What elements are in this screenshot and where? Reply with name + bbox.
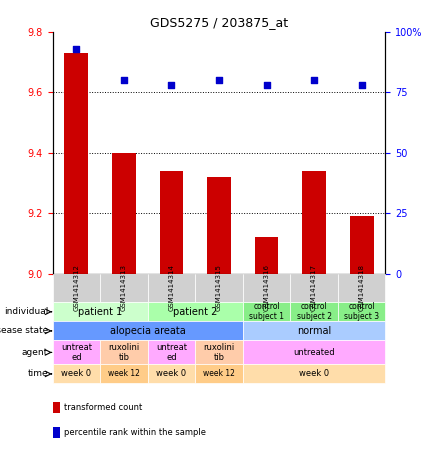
Text: time: time xyxy=(28,369,48,378)
Bar xyxy=(350,216,374,274)
Point xyxy=(168,81,175,88)
Point xyxy=(215,77,223,84)
Text: untreated: untreated xyxy=(293,348,335,357)
Text: control
subject 3: control subject 3 xyxy=(344,302,379,322)
Point xyxy=(311,77,318,84)
Bar xyxy=(207,177,231,274)
Point xyxy=(263,81,270,88)
Text: untreat
ed: untreat ed xyxy=(156,343,187,362)
Bar xyxy=(254,237,279,274)
Text: patient 2: patient 2 xyxy=(173,307,217,317)
Text: untreat
ed: untreat ed xyxy=(61,343,92,362)
Text: GSM1414314: GSM1414314 xyxy=(169,265,174,311)
Text: GSM1414313: GSM1414313 xyxy=(121,265,127,311)
Text: normal: normal xyxy=(297,326,331,336)
Point xyxy=(73,45,80,52)
Text: control
subject 1: control subject 1 xyxy=(249,302,284,322)
Text: individual: individual xyxy=(4,307,48,316)
Text: disease state: disease state xyxy=(0,327,48,335)
Bar xyxy=(64,53,88,274)
Text: GSM1414318: GSM1414318 xyxy=(359,265,365,311)
Title: GDS5275 / 203875_at: GDS5275 / 203875_at xyxy=(150,16,288,29)
Text: week 12: week 12 xyxy=(108,369,140,378)
Text: GSM1414312: GSM1414312 xyxy=(73,265,79,311)
Text: control
subject 2: control subject 2 xyxy=(297,302,332,322)
Text: ruxolini
tib: ruxolini tib xyxy=(203,343,235,362)
Text: week 0: week 0 xyxy=(61,369,92,378)
Text: patient 1: patient 1 xyxy=(78,307,122,317)
Text: GSM1414317: GSM1414317 xyxy=(311,265,317,311)
Text: week 0: week 0 xyxy=(299,369,329,378)
Text: transformed count: transformed count xyxy=(64,403,142,412)
Point xyxy=(120,77,127,84)
Text: ruxolini
tib: ruxolini tib xyxy=(108,343,140,362)
Text: GSM1414315: GSM1414315 xyxy=(216,265,222,311)
Text: alopecia areata: alopecia areata xyxy=(110,326,186,336)
Text: percentile rank within the sample: percentile rank within the sample xyxy=(64,428,205,437)
Text: GSM1414316: GSM1414316 xyxy=(264,265,269,311)
Text: week 0: week 0 xyxy=(156,369,187,378)
Point xyxy=(358,81,365,88)
Bar xyxy=(302,171,326,274)
Text: agent: agent xyxy=(22,348,48,357)
Bar xyxy=(112,153,136,274)
Bar xyxy=(159,171,184,274)
Text: week 12: week 12 xyxy=(203,369,235,378)
